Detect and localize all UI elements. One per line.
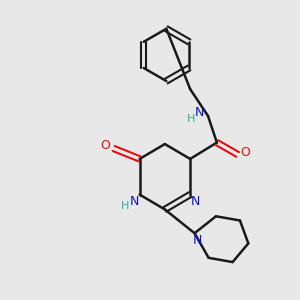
Text: N: N bbox=[194, 106, 204, 119]
Text: H: H bbox=[121, 202, 130, 212]
Text: H: H bbox=[187, 114, 195, 124]
Text: N: N bbox=[191, 195, 200, 208]
Text: N: N bbox=[130, 195, 139, 208]
Text: N: N bbox=[193, 235, 202, 248]
Text: O: O bbox=[240, 146, 250, 160]
Text: O: O bbox=[100, 139, 110, 152]
